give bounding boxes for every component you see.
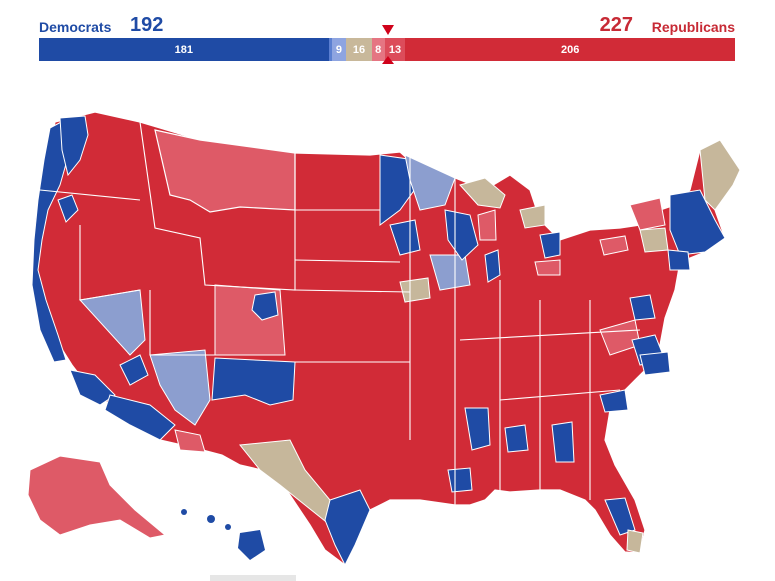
- montana-lean-rep[interactable]: [154, 129, 296, 213]
- majority-marker-top-icon: [381, 25, 394, 35]
- minnesota-lean-dem[interactable]: [404, 154, 456, 211]
- michigan-tossup-ne[interactable]: [519, 204, 546, 229]
- arizona-dem-south[interactable]: [104, 394, 176, 441]
- republicans-label: Republicans: [651, 19, 735, 35]
- michigan-lean-rep[interactable]: [477, 209, 497, 241]
- socal-dem-districts[interactable]: [69, 369, 116, 406]
- alabama-dem[interactable]: [504, 424, 529, 453]
- new-york-tossup[interactable]: [639, 227, 669, 253]
- michigan-upper-tossup[interactable]: [459, 177, 506, 209]
- south-carolina-dem[interactable]: [599, 389, 629, 413]
- republicans-total: 227: [599, 14, 633, 36]
- seat-bar-segment-safe-dem[interactable]: 181: [39, 38, 329, 61]
- mississippi-dem[interactable]: [464, 407, 491, 451]
- arizona-lean-dem[interactable]: [149, 349, 211, 426]
- new-york-lean-rep[interactable]: [629, 197, 666, 231]
- portland-dem-district[interactable]: [57, 194, 79, 223]
- seat-bar-segment-likely-rep[interactable]: 13: [384, 38, 406, 61]
- florida-tossup[interactable]: [626, 529, 644, 554]
- nevada-dem-district[interactable]: [119, 354, 149, 386]
- iowa-tossup[interactable]: [399, 277, 431, 303]
- minneapolis-dem[interactable]: [389, 219, 421, 256]
- nyc-dem[interactable]: [667, 249, 691, 271]
- alaska-lean-rep[interactable]: [27, 455, 167, 539]
- florida-dem[interactable]: [604, 497, 636, 536]
- denver-dem-districts[interactable]: [251, 291, 279, 321]
- pennsylvania-lean-rep[interactable]: [599, 235, 629, 256]
- state-border-lines: [39, 121, 641, 505]
- maine-tossup[interactable]: [699, 139, 741, 211]
- chicago-dem[interactable]: [484, 249, 501, 283]
- democrats-label: Democrats: [39, 19, 112, 35]
- louisiana-dem[interactable]: [447, 467, 473, 493]
- hawaii-dem-districts[interactable]: [181, 509, 265, 560]
- seat-bar-segment-likely-dem[interactable]: [328, 38, 332, 61]
- seat-bar: 181 9 16 8 13 206: [39, 38, 735, 61]
- illinois-dem[interactable]: [444, 209, 479, 261]
- pacific-coast-dem-districts[interactable]: [31, 119, 71, 363]
- seat-bar-segment-lean-dem[interactable]: 9: [331, 38, 347, 61]
- seat-bar-segment-tossup[interactable]: 16: [346, 38, 372, 61]
- texas-dem-south[interactable]: [324, 489, 371, 567]
- arizona-lean-rep-south[interactable]: [174, 429, 206, 453]
- iowa-lean-dem[interactable]: [429, 254, 471, 291]
- seattle-dem-districts[interactable]: [59, 115, 89, 177]
- northern-va-dem[interactable]: [629, 294, 656, 321]
- north-carolina-dem[interactable]: [639, 351, 671, 376]
- seat-bar-segment-safe-rep[interactable]: 206: [405, 38, 735, 61]
- seat-bar-segment-lean-rep[interactable]: 8: [371, 38, 385, 61]
- detroit-dem[interactable]: [539, 231, 561, 259]
- map-scroll-handle[interactable]: [210, 575, 296, 581]
- majority-marker-bottom-icon: [381, 56, 394, 64]
- democrats-total: 192: [130, 14, 164, 36]
- new-mexico-dem[interactable]: [211, 357, 296, 406]
- georgia-dem[interactable]: [551, 421, 575, 463]
- michigan-lean-rep-south[interactable]: [534, 259, 561, 276]
- header: Democrats 192 227 Republicans: [39, 14, 735, 36]
- new-england-dem[interactable]: [669, 189, 726, 256]
